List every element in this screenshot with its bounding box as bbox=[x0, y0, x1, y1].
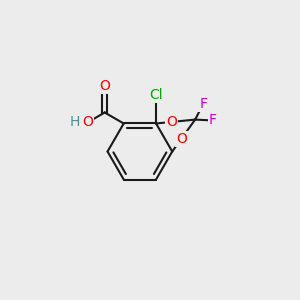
Text: O: O bbox=[166, 115, 177, 129]
Text: O: O bbox=[176, 132, 187, 146]
Text: O: O bbox=[82, 115, 93, 129]
Text: O: O bbox=[99, 79, 110, 93]
Text: F: F bbox=[209, 113, 217, 128]
Text: F: F bbox=[199, 97, 207, 111]
Text: H: H bbox=[70, 115, 80, 129]
Text: Cl: Cl bbox=[149, 88, 163, 102]
